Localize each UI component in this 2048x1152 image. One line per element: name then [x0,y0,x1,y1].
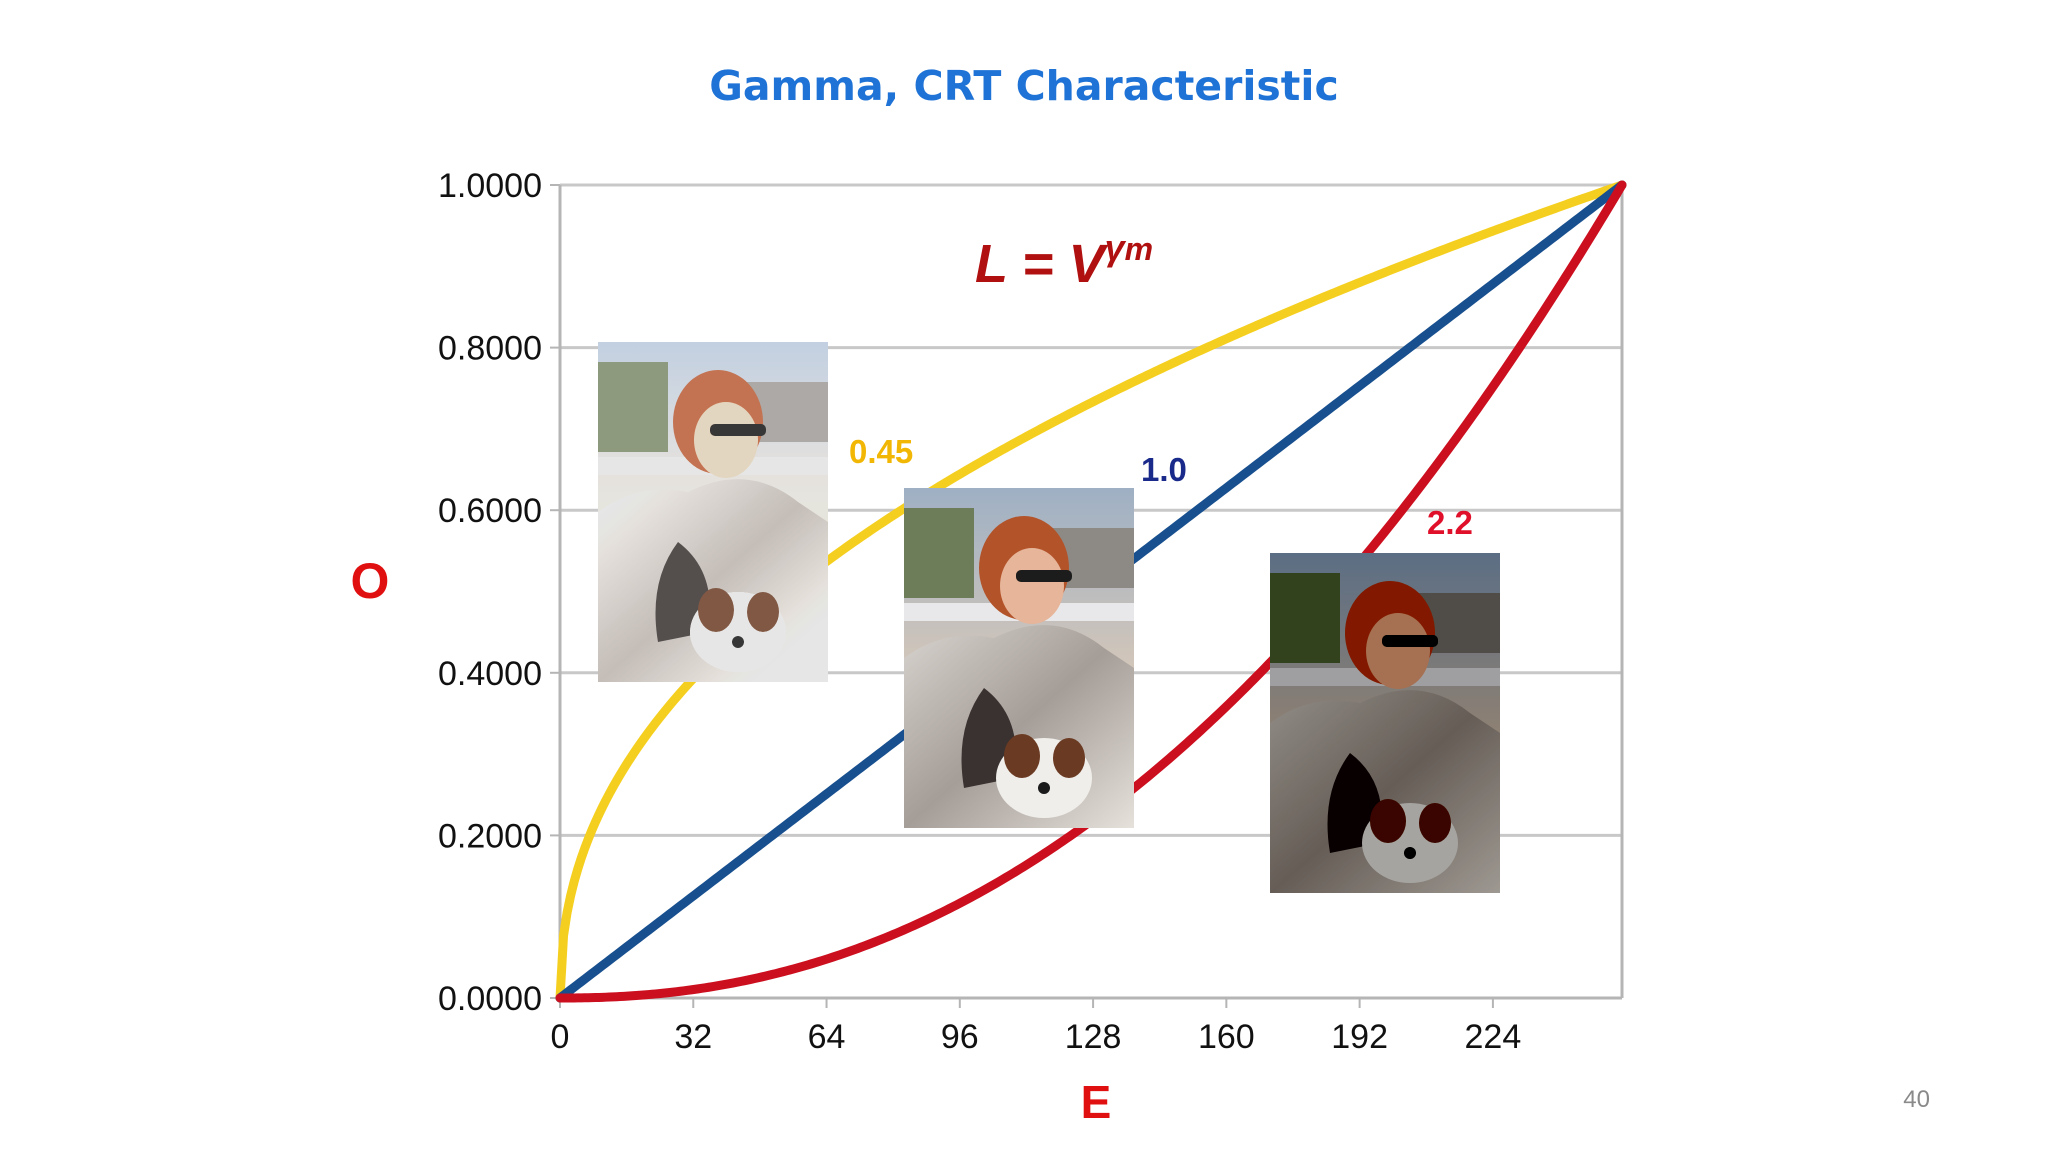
y-axis-label: O [351,553,390,609]
formula: L = Vγm [975,227,1153,294]
x-tick-label-6: 192 [1331,1018,1388,1056]
axes [550,184,1624,1008]
x-tick-label-3: 96 [941,1018,979,1056]
x-tick-label-4: 128 [1065,1018,1122,1056]
formula-base: L = V [975,234,1109,294]
x-tick-label-2: 64 [808,1018,846,1056]
x-tick-label-1: 32 [674,1018,712,1056]
y-tick-label-2: 0.4000 [438,655,542,693]
photo-gamma-22 [1270,553,1500,893]
x-axis-label: E [1081,1076,1112,1128]
photo-gamma-045 [598,342,828,682]
series-label-045: 0.45 [849,433,913,470]
y-tick-label-0: 0.0000 [438,980,542,1018]
slide-title: Gamma, CRT Characteristic [709,62,1339,110]
formula-subscript: m [1125,231,1153,267]
x-tick-label-0: 0 [551,1018,570,1056]
x-tick-label-5: 160 [1198,1018,1255,1056]
series-label-10: 1.0 [1141,451,1187,488]
y-tick-label-1: 0.2000 [438,817,542,855]
photo-gamma-10 [904,488,1134,828]
series-label-22: 2.2 [1427,504,1473,541]
x-tick-label-7: 224 [1465,1018,1522,1056]
y-tick-label-4: 0.8000 [438,330,542,368]
y-tick-label-3: 0.6000 [438,492,542,530]
x-tick-labels: 0 32 64 96 128 160 192 224 [551,1018,1522,1056]
y-tick-label-5: 1.0000 [438,167,542,205]
page-number: 40 [1903,1086,1930,1113]
formula-exponent: γ [1105,227,1127,268]
y-tick-labels: 0.0000 0.2000 0.4000 0.6000 0.8000 1.0000 [438,167,542,1018]
